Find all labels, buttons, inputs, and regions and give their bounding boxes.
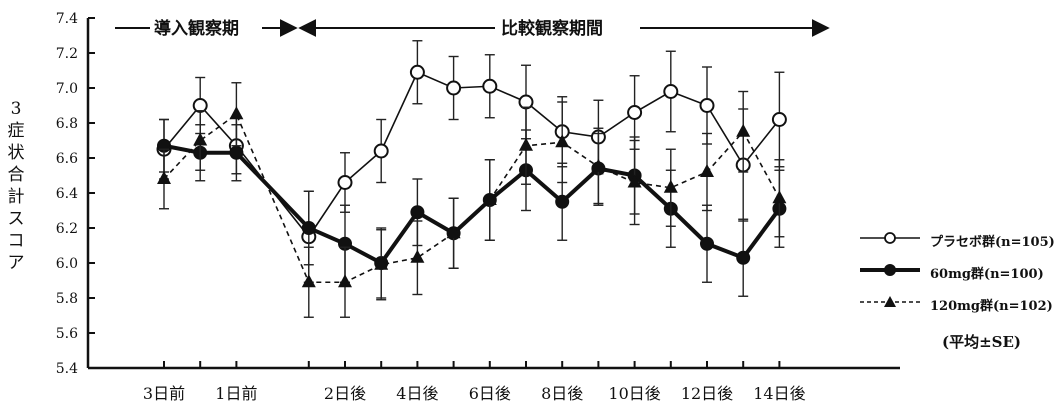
data-point (555, 134, 570, 148)
y-tick-label: 6.0 (56, 256, 78, 272)
y-tick-label: 6.6 (56, 151, 78, 167)
x-tick-label: 14日後 (753, 384, 805, 403)
data-point (519, 137, 533, 151)
comparison-period-label: 比較観察期間 (497, 14, 607, 39)
y-axis-ticks: 5.4 5.6 5.8 6.0 6.2 6.4 6.6 6.8 7.0 7.2 7.4 (56, 11, 95, 377)
data-point (374, 256, 389, 270)
y-axis-label-char: ス (7, 209, 25, 229)
series-0 (156, 40, 787, 283)
legend-swatch-60mg (860, 264, 920, 276)
data-point (337, 175, 353, 190)
data-point (555, 194, 570, 209)
lead-in-period-label: 導入観察期 (150, 14, 243, 39)
y-axis-label-char: 計 (7, 187, 25, 207)
series-layer (156, 40, 787, 318)
data-point (482, 192, 497, 205)
data-point (157, 171, 171, 184)
legend-note: (平均±SE) (942, 333, 1022, 351)
y-axis-label-char: コ (7, 231, 25, 251)
data-point (229, 145, 244, 160)
data-point (409, 64, 425, 80)
y-axis-label-char: 3 (10, 99, 22, 119)
data-point (410, 249, 425, 263)
x-tick-label: 6日後 (469, 384, 511, 403)
y-axis-label-char: 合 (7, 165, 25, 185)
y-tick-label: 7.0 (56, 81, 78, 97)
data-point (338, 274, 352, 288)
data-point (700, 164, 714, 177)
data-point (591, 158, 606, 172)
data-point (736, 123, 751, 137)
data-point (771, 112, 787, 127)
y-tick-label: 6.4 (56, 186, 78, 202)
data-point (699, 98, 715, 113)
data-point (410, 205, 425, 220)
data-point (663, 84, 679, 99)
legend-swatch-placebo (860, 232, 920, 244)
data-point (663, 179, 678, 193)
y-tick-label: 5.4 (56, 361, 78, 377)
y-tick-label: 6.2 (56, 221, 78, 237)
data-point (736, 250, 751, 265)
x-tick-label: 1日前 (215, 384, 257, 403)
data-point (301, 274, 316, 288)
x-tick-label: 12日後 (681, 384, 733, 403)
y-tick-label: 7.2 (56, 46, 78, 62)
data-point (193, 132, 208, 146)
x-tick-label: 8日後 (541, 384, 583, 403)
legend-swatch-120mg (860, 296, 920, 307)
y-tick-label: 6.8 (56, 116, 78, 132)
legend-label-placebo: プラセボ群(n=105) (930, 235, 1055, 250)
data-point (373, 143, 389, 159)
data-point (301, 221, 316, 235)
data-point (482, 78, 498, 94)
data-point (446, 80, 462, 96)
x-tick-label: 4日後 (396, 384, 438, 403)
series-2 (157, 82, 787, 318)
data-point (229, 106, 244, 120)
legend-label-120mg: 120mg群(n=102) (930, 299, 1053, 314)
y-tick-label: 7.4 (56, 11, 78, 27)
x-tick-label: 3日前 (143, 384, 185, 403)
y-axis-label-char: 症 (7, 121, 25, 141)
legend-label-60mg: 60mg群(n=100) (930, 267, 1044, 282)
data-point (446, 225, 461, 239)
x-tick-label: 10日後 (608, 384, 660, 403)
x-tick-label: 2日後 (324, 384, 366, 403)
y-axis-label-char: ア (7, 253, 25, 273)
x-axis-ticks: 3日前 1日前 2日後 4日後 6日後 8日後 10日後 12日後 14日後 (143, 361, 806, 403)
data-point (700, 236, 714, 251)
series-line (163, 113, 781, 284)
series-line (163, 143, 782, 266)
y-tick-label: 5.6 (56, 326, 78, 342)
series-line (163, 71, 781, 239)
data-point (772, 190, 787, 204)
data-point (627, 174, 642, 188)
y-tick-label: 5.8 (56, 291, 78, 307)
y-axis-label-char: 状 (7, 143, 25, 163)
data-point (627, 105, 643, 120)
series-1 (157, 118, 787, 299)
